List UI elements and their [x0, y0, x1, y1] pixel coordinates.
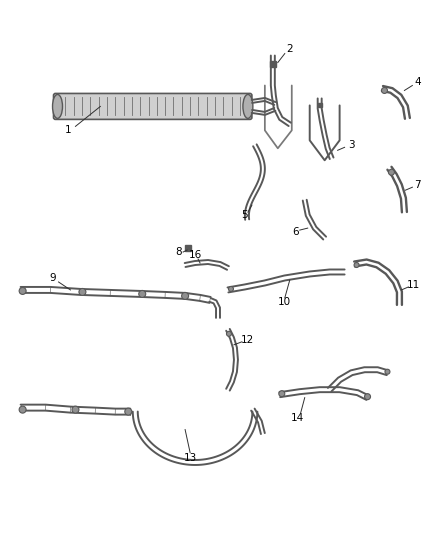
Text: 4: 4: [414, 77, 420, 87]
Text: 13: 13: [184, 453, 197, 463]
Text: 10: 10: [278, 297, 291, 307]
Text: 2: 2: [286, 44, 293, 54]
Circle shape: [364, 394, 371, 400]
Text: 7: 7: [414, 180, 420, 190]
FancyBboxPatch shape: [53, 93, 252, 119]
Text: 8: 8: [175, 247, 181, 257]
Ellipse shape: [243, 94, 253, 118]
Circle shape: [385, 369, 390, 374]
Circle shape: [19, 287, 26, 294]
Text: 12: 12: [241, 335, 254, 345]
Circle shape: [354, 263, 359, 268]
Text: 3: 3: [348, 140, 355, 150]
Circle shape: [125, 408, 132, 415]
Circle shape: [139, 290, 146, 297]
Text: 16: 16: [188, 250, 202, 260]
Text: 9: 9: [49, 273, 56, 283]
Circle shape: [389, 169, 395, 175]
Text: 6: 6: [293, 227, 299, 237]
Ellipse shape: [53, 94, 63, 118]
Text: 1: 1: [65, 125, 72, 135]
Text: 5: 5: [242, 210, 248, 220]
Circle shape: [79, 288, 86, 295]
Circle shape: [19, 406, 26, 413]
Circle shape: [381, 87, 388, 93]
Circle shape: [226, 332, 231, 336]
Text: 11: 11: [407, 280, 420, 290]
Circle shape: [182, 293, 189, 300]
Circle shape: [72, 406, 79, 413]
Circle shape: [279, 391, 285, 397]
Text: 14: 14: [291, 413, 304, 423]
Circle shape: [229, 286, 233, 292]
